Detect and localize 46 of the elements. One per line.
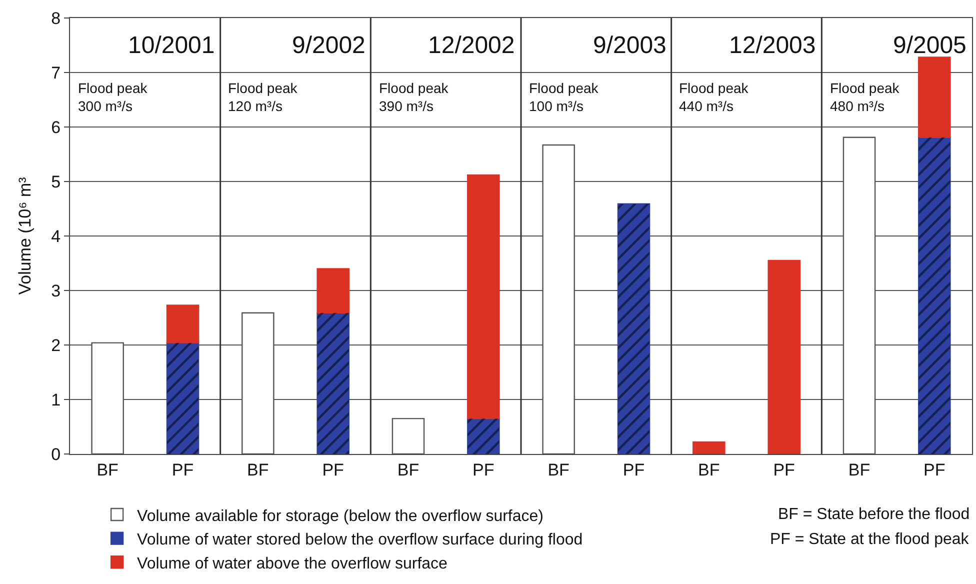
x-tick-label: BF: [96, 460, 118, 480]
x-tick-label: BF: [247, 460, 269, 480]
y-tick-label: 0: [51, 444, 61, 464]
x-tick-label: BF: [848, 460, 870, 480]
y-tick-label: 7: [51, 63, 61, 82]
text: PF = State at the flood peak: [770, 531, 970, 548]
y-tick-label: 6: [51, 118, 61, 137]
bar: [692, 441, 726, 454]
annotation: 12/2002: [428, 32, 515, 59]
annotation: Flood peak 300 m³/s: [78, 80, 148, 114]
legend-label: Volume of water stored below the overflow surface during flood: [137, 532, 583, 549]
annotation: 9/2003: [593, 32, 666, 59]
y-tick-label: 1: [51, 390, 61, 410]
bar: [316, 268, 350, 314]
x-tick-label: PF: [322, 460, 344, 480]
annotation: Flood peak 100 m³/s: [529, 80, 600, 114]
y-axis-title: Volume (10⁶ m³: [16, 176, 35, 295]
x-tick-label: PF: [924, 460, 946, 480]
annotation: 9/2002: [292, 32, 366, 59]
legend-label: Volume of water above the overflow surface: [137, 555, 448, 572]
annotation: 9/2005: [893, 32, 966, 59]
annotation: 12/2003: [729, 32, 816, 59]
x-tick-label: PF: [622, 460, 645, 480]
y-tick-label: 4: [51, 226, 61, 246]
x-tick-label: BF: [548, 460, 570, 480]
y-tick-label: 3: [51, 281, 61, 300]
x-tick-label: BF: [698, 460, 720, 480]
text: BF = State before the flood: [778, 506, 970, 523]
bar: [392, 418, 425, 454]
annotation: Flood peak 390 m³/s: [379, 80, 450, 114]
y-tick-label: 2: [51, 336, 61, 355]
bar: [166, 304, 200, 344]
x-tick-label: BF: [397, 460, 420, 480]
annotation: Flood peak 120 m³/s: [228, 80, 298, 114]
bar: [467, 174, 500, 420]
bar: [768, 260, 800, 454]
y-tick-label: 8: [51, 8, 61, 28]
annotation: Flood peak 440 m³/s: [679, 80, 750, 114]
x-tick-label: PF: [172, 460, 194, 480]
x-tick-label: PF: [472, 460, 494, 480]
x-tick-label: PF: [773, 460, 795, 480]
bar: [918, 56, 951, 138]
annotation: Flood peak 480 m³/s: [830, 80, 900, 114]
y-tick-label: 5: [51, 172, 61, 192]
annotation: 10/2001: [128, 32, 215, 59]
legend-label: Volume available for storage (below the overflow surface): [137, 508, 544, 525]
